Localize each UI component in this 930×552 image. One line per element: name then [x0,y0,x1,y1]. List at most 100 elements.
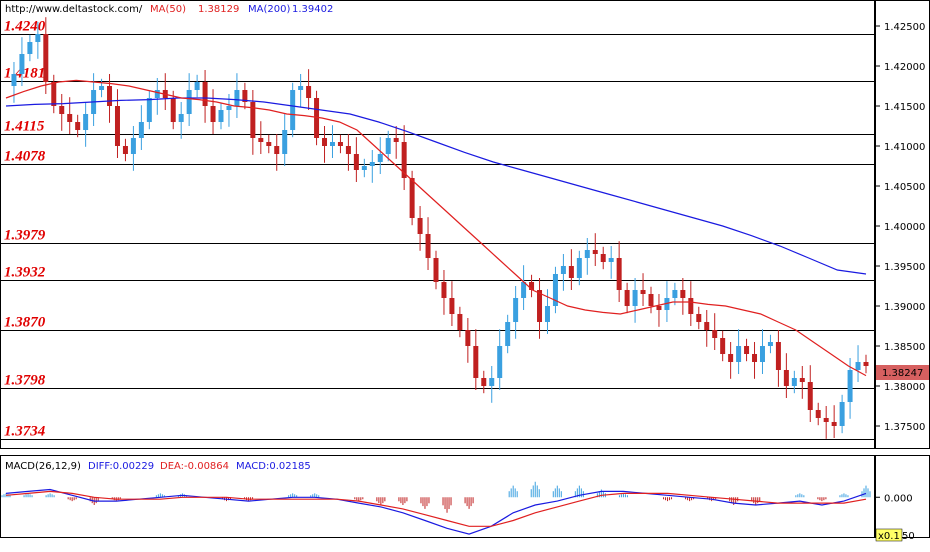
macd-value: MACD:0.02185 [236,461,311,472]
macd-plot-area [0,455,875,538]
candle-body [497,346,503,378]
ma200-line [5,97,867,275]
candle-body [146,98,152,122]
candle-body [648,294,654,306]
moving-averages [5,79,867,377]
candle-body [322,138,328,146]
candle-body [632,290,638,306]
candle-body [314,98,320,138]
candle-body [178,114,184,122]
candle-body [560,266,566,274]
site-url[interactable]: http://www.deltastock.com/ [5,4,143,15]
candle-body [441,282,447,298]
candle-body [712,330,718,338]
price-tick-label: 1.39500 [884,262,925,273]
candle-body [59,106,65,114]
candle-body [186,90,192,114]
candle-body [457,314,463,330]
level-label: 1.4240 [4,19,46,35]
candle-body [274,146,280,154]
candle-body [409,178,415,218]
candle-body [481,378,487,386]
candle-body [688,298,694,314]
candle-body [266,142,272,146]
price-tick-label: 1.41500 [884,102,925,113]
price-tick-label: 1.38500 [884,342,925,353]
level-label: 1.4181 [4,66,45,82]
candle-body [226,106,232,110]
ma50-label: MA(50) [150,4,186,15]
price-tick-label: 1.39000 [884,302,925,313]
candle-body [361,166,367,170]
candle-body [521,282,527,298]
scale-badge[interactable] [875,528,903,542]
candle-body [608,258,614,262]
candle-body [130,138,136,154]
candle-body [170,98,176,122]
candle-body [27,42,33,54]
ma200-value: 1.39402 [292,4,333,15]
candle-body [385,138,391,154]
candle-body [640,290,646,294]
price-tick-label: 1.40500 [884,182,925,193]
candle-body [656,306,662,310]
price-tick-label: 1.42500 [884,22,925,33]
price-tick-label: 1.42000 [884,62,925,73]
candle-body [799,378,805,382]
candle-body [847,370,853,402]
candle-body [600,254,606,262]
macd-dea: DEA:-0.00864 [160,461,229,472]
price-tick-label: 1.38000 [884,382,925,393]
candle-body [513,298,519,322]
candle-body [393,138,399,142]
candle-body [664,298,670,310]
candle-body [791,378,797,386]
candle-body [282,130,288,154]
price-tick-label: 1.37500 [884,422,925,433]
candle-body [839,402,845,426]
macd-diff-line [5,488,867,535]
candle-body [576,258,582,278]
price-axis-ticks: 1.42500 1.42000 1.41500 1.41000 1.40500 1.400… [875,22,925,433]
candle-body [505,322,511,346]
candle-body [783,370,789,386]
candle-body [202,82,208,106]
candle-body [369,162,375,166]
candle-body [258,138,264,142]
candlesticks [11,17,869,439]
macd-axis-tick: 50 [902,531,915,542]
candle-body [417,218,423,234]
scale-badge-label: x0.1 [878,531,900,542]
candle-body [728,354,734,362]
candle-body [680,290,686,298]
candle-body [744,346,750,354]
candle-body [775,342,781,370]
candle-body [489,378,495,386]
candle-body [218,110,224,122]
candle-body [752,354,758,362]
candle-body [552,274,558,306]
candle-body [122,146,128,154]
candle-body [823,418,829,422]
macd-tick-label: 0.000 [884,493,913,504]
candle-body [544,306,550,322]
candle-body [855,362,861,370]
price-tick-label: 1.41000 [884,142,925,153]
price-plot-area [0,0,875,449]
price-tick-label: 1.40000 [884,222,925,233]
candle-body [51,82,57,106]
candle-body [720,338,726,354]
candle-body [210,106,216,122]
ma200-label: MA(200) [248,4,290,15]
macd-dea-line [5,490,867,527]
last-price-tag [876,365,929,380]
candle-body [353,154,359,170]
candle-body [584,250,590,258]
candle-body [863,362,869,366]
candle-body [298,86,304,90]
candle-body [473,346,479,378]
candle-body [250,102,256,138]
candle-body [75,122,81,130]
candle-body [704,322,710,330]
